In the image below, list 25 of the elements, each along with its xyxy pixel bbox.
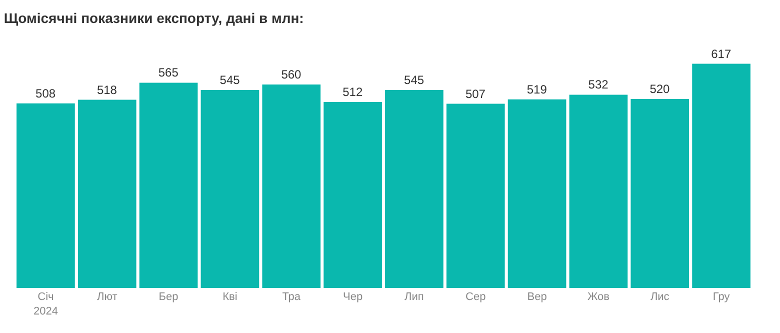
data-label: 508 [36,86,56,100]
data-label: 507 [465,86,486,101]
x-tick-label: Лип [404,291,424,303]
x-tick-label: Тра [282,291,302,303]
data-label: 520 [650,82,670,96]
data-label: 512 [342,84,363,99]
data-label: 617 [711,46,732,61]
data-label: 560 [281,68,302,82]
data-label: 532 [588,78,609,92]
x-tick-label: Вер [527,291,547,303]
x-tick-label: Жов [587,291,610,303]
data-label: 518 [96,82,118,97]
data-label: 545 [220,72,240,87]
data-label: 565 [158,66,179,80]
chart-title: Щомісячні показники експорту, дані в млн: [4,10,304,26]
data-label: 519 [526,82,548,96]
x-tick-label: Гру [712,291,730,303]
x-tick-label: Чер [343,291,363,303]
data-label: 545 [404,72,424,87]
x-tick-label: Лют [96,291,118,303]
x-tick-label: Бер [158,291,178,303]
x-tick-label: Кві [222,291,238,303]
x-tick-label: Сер [466,291,486,303]
x-tick-label: Лис [650,291,670,303]
x-tick-label: Січ 2024 [33,291,58,318]
